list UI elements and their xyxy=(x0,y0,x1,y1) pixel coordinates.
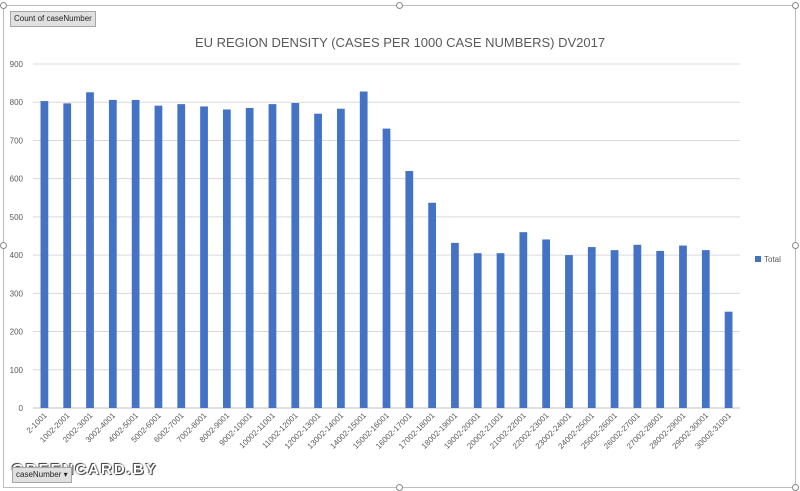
dropdown-arrow-icon: ▾ xyxy=(63,470,68,479)
bar xyxy=(337,108,345,408)
bar xyxy=(222,109,231,409)
y-tick-label: 400 xyxy=(10,251,24,260)
axis-field-label: caseNumber xyxy=(16,470,62,479)
bar xyxy=(200,106,208,408)
resize-handle-top-center[interactable] xyxy=(396,2,403,9)
chart-title: EU REGION DENSITY (CASES PER 1000 CASE N… xyxy=(195,35,605,50)
bar xyxy=(473,253,482,408)
bar xyxy=(314,113,322,408)
bar xyxy=(679,245,687,408)
bar xyxy=(268,104,277,408)
bar xyxy=(428,202,436,408)
bar xyxy=(633,244,642,408)
bar xyxy=(405,171,414,408)
x-axis-ticks: 2-10011002-20012002-30013002-40014002-50… xyxy=(25,411,734,451)
y-tick-label: 200 xyxy=(10,328,24,337)
y-tick-label: 700 xyxy=(10,136,24,145)
y-tick-label: 800 xyxy=(10,98,24,107)
bar xyxy=(177,104,186,408)
y-tick-label: 600 xyxy=(10,175,24,184)
bar xyxy=(382,128,391,408)
y-tick-label: 500 xyxy=(10,213,24,222)
resize-handle-top-left[interactable] xyxy=(0,2,7,9)
legend-swatch xyxy=(755,256,761,262)
bar xyxy=(701,250,710,408)
y-tick-label: 300 xyxy=(10,289,24,298)
bar xyxy=(245,107,254,408)
y-tick-label: 900 xyxy=(10,60,24,69)
legend-label-total: Total xyxy=(764,255,781,264)
bar xyxy=(519,232,528,408)
bar xyxy=(451,242,459,408)
bar xyxy=(359,91,368,409)
bar xyxy=(496,253,505,408)
bar xyxy=(291,102,300,408)
y-axis-ticks: 0 100 200 300 400 500 600 700 800 900 xyxy=(10,60,24,413)
bar xyxy=(587,247,596,408)
bar xyxy=(86,92,94,408)
resize-handle-middle-left[interactable] xyxy=(0,242,7,249)
bar xyxy=(63,103,72,408)
bar xyxy=(131,99,140,408)
resize-handle-top-right[interactable] xyxy=(792,2,799,9)
value-field-button[interactable]: Count of caseNumber xyxy=(10,11,96,27)
bar xyxy=(154,105,163,408)
resize-handle-middle-right[interactable] xyxy=(792,242,799,249)
bar xyxy=(724,311,733,408)
bar xyxy=(656,250,665,408)
bar xyxy=(565,255,573,408)
bar xyxy=(542,239,551,408)
y-tick-label: 100 xyxy=(10,366,24,375)
bar xyxy=(40,101,49,408)
bars xyxy=(40,91,733,409)
y-tick-label: 0 xyxy=(19,404,24,413)
bar xyxy=(610,250,619,408)
axis-field-button[interactable]: caseNumber ▾ xyxy=(12,467,72,483)
legend[interactable]: Total xyxy=(755,255,781,264)
bar xyxy=(108,99,117,408)
